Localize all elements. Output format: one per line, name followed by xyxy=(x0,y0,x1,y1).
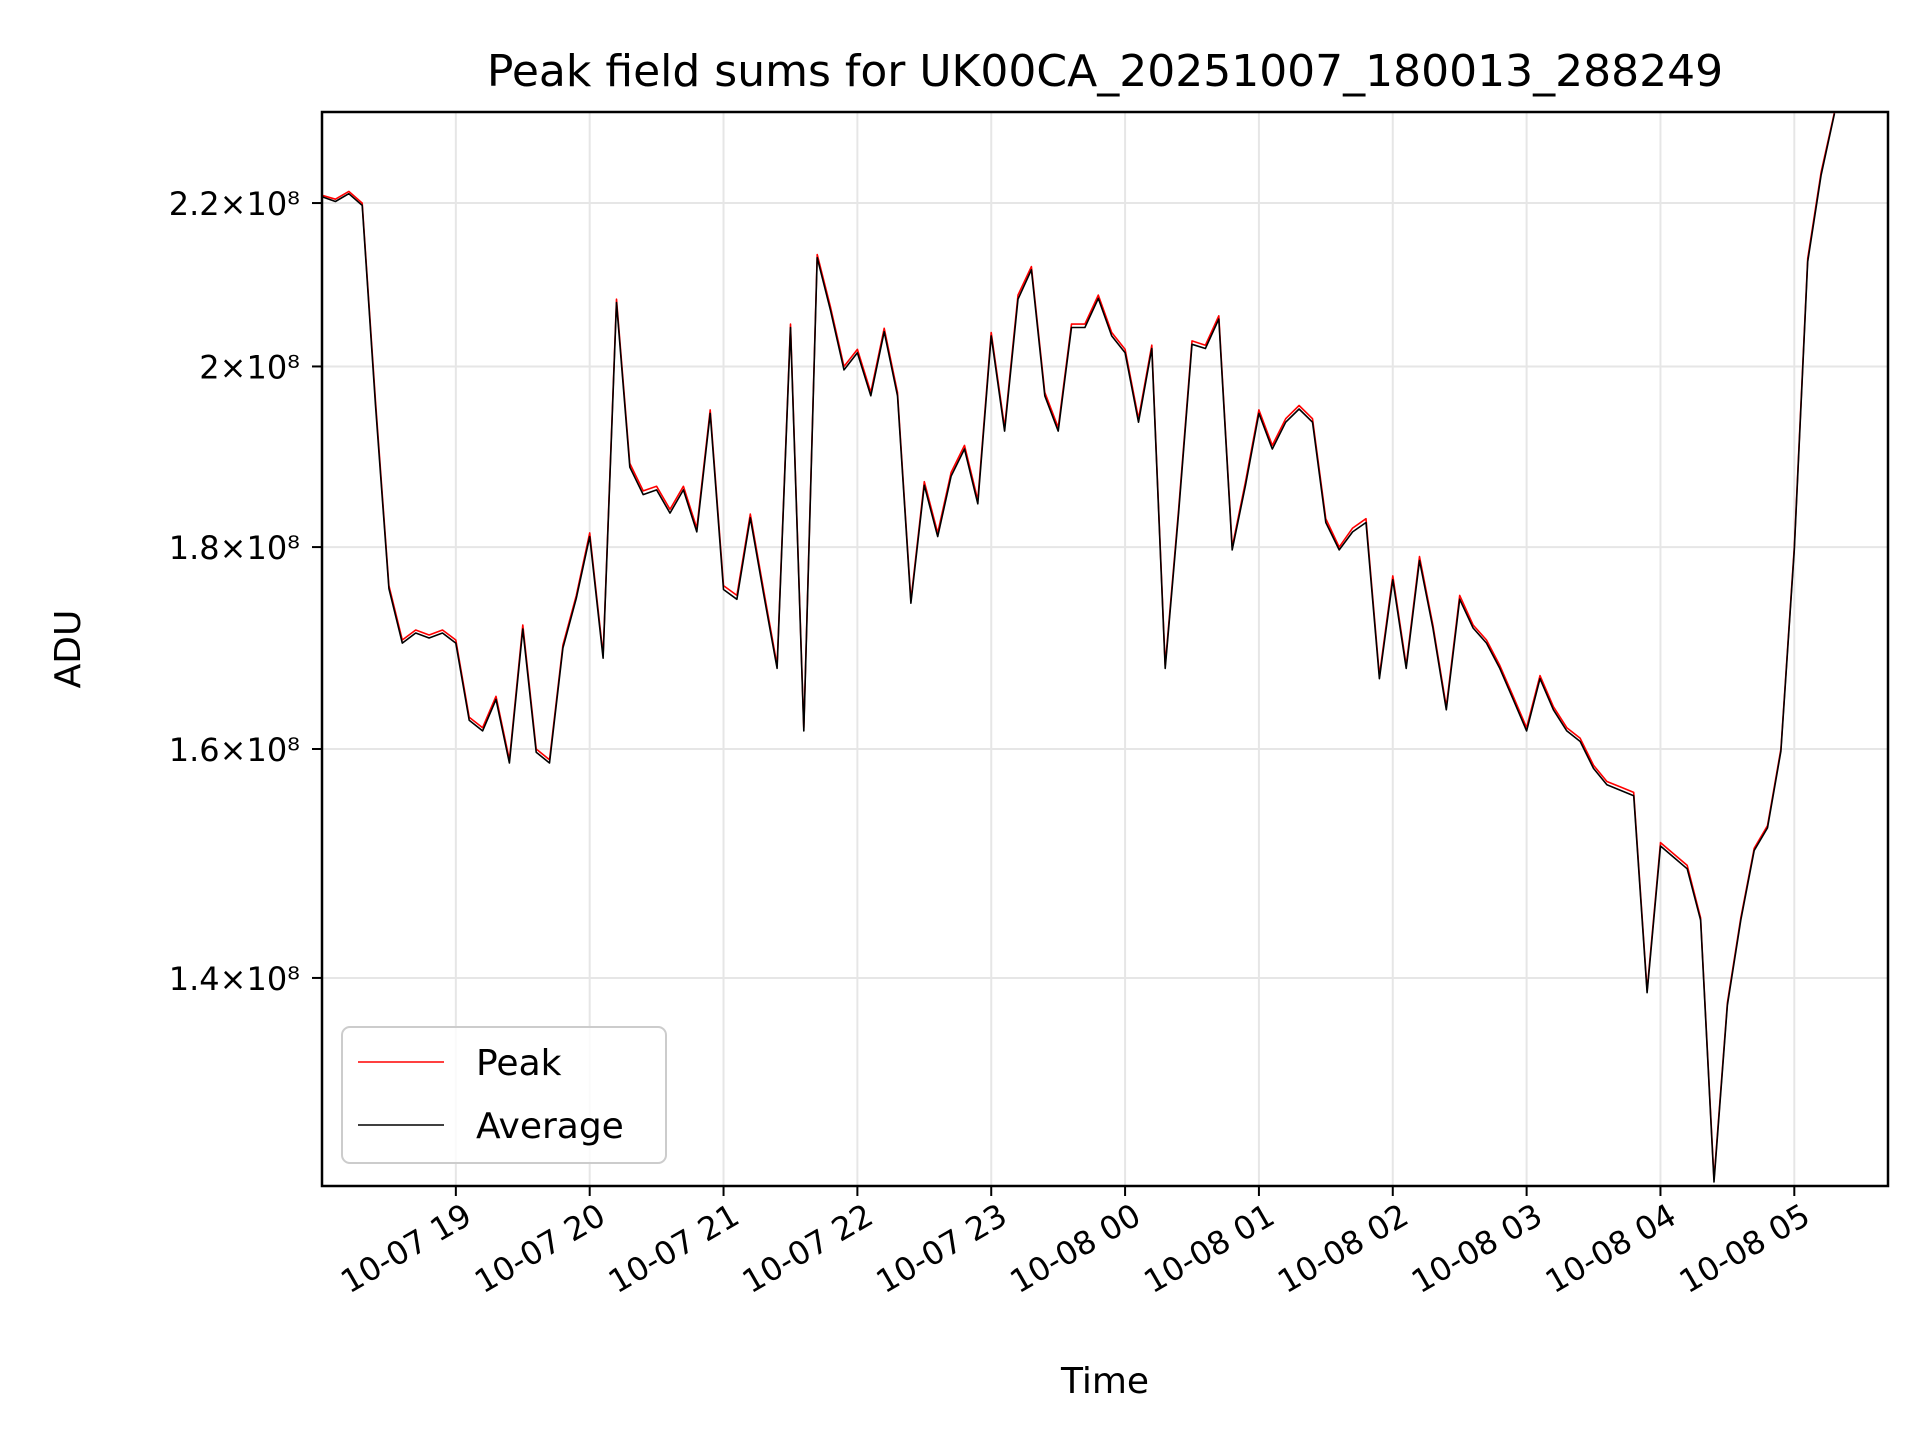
plot-background xyxy=(322,112,1888,1186)
y-tick-label: 1.4×10⁸ xyxy=(169,960,300,998)
x-axis-label: Time xyxy=(1060,1361,1149,1402)
grid xyxy=(322,112,1888,1186)
series-layer xyxy=(321,111,1836,1183)
y-axis-label: ADU xyxy=(48,610,89,689)
y-axis: 1.4×10⁸ 1.6×10⁸ 1.8×10⁸ 2×10⁸ 2.2×10⁸ xyxy=(169,185,322,998)
y-tick-label: 2×10⁸ xyxy=(199,348,300,386)
plot-frame xyxy=(320,110,1890,1188)
legend: Peak Average xyxy=(341,1026,667,1164)
plot-area xyxy=(320,110,1890,1188)
legend-box xyxy=(341,1026,667,1164)
legend-label-peak: Peak xyxy=(476,1043,562,1084)
y-tick-label: 2.2×10⁸ xyxy=(169,185,300,223)
y-tick-label: 1.8×10⁸ xyxy=(169,529,300,567)
chart-title: Peak field sums for UK00CA_20251007_1800… xyxy=(487,46,1723,97)
legend-label-average: Average xyxy=(476,1106,624,1147)
y-tick-label: 1.6×10⁸ xyxy=(169,731,300,769)
series-line-average xyxy=(321,113,1836,1183)
